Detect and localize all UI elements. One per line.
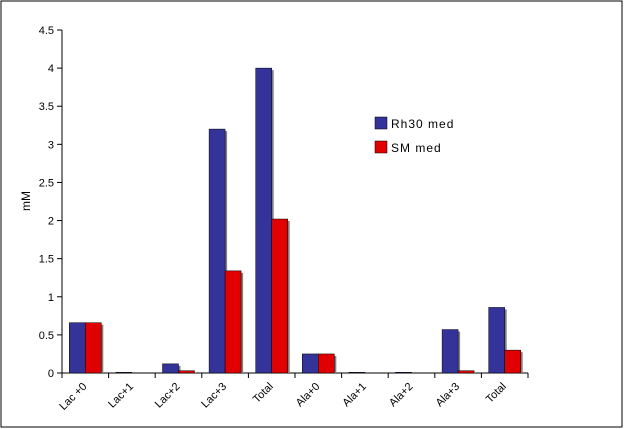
bar-sm-med <box>504 349 521 374</box>
bar-sm-med <box>224 270 242 374</box>
bar-rh30-med <box>302 353 319 374</box>
bar-rh30-med <box>441 329 459 374</box>
legend-label: Rh30 med <box>391 117 454 131</box>
legend: Rh30 med SM med <box>374 116 454 155</box>
bar-rh30-med <box>255 67 272 374</box>
bar-rh30-med <box>69 322 86 374</box>
y-axis-label: mM <box>19 191 33 211</box>
y-tick-label: 4.5 <box>39 25 54 37</box>
y-tick-label: 1 <box>48 292 54 304</box>
bar-rh30-med <box>208 128 226 374</box>
bar-sm-med <box>318 353 335 374</box>
bar-rh30-med <box>488 307 505 374</box>
y-tick-label: 2.5 <box>39 177 54 189</box>
bar-rh30-med <box>395 371 412 374</box>
bar-sm-med <box>457 370 475 374</box>
bar-rh30-med <box>115 371 133 374</box>
legend-swatch <box>374 116 388 130</box>
legend-swatch <box>374 140 388 154</box>
y-tick-label: 4 <box>48 63 54 75</box>
bar-sm-med <box>85 322 102 374</box>
y-tick-label: 3.5 <box>39 101 54 113</box>
bar-sm-med <box>271 218 288 374</box>
y-tick-label: 0.5 <box>39 330 54 342</box>
bar-rh30-med <box>162 363 179 374</box>
y-tick-label: 1.5 <box>39 254 54 266</box>
y-tick-label: 0 <box>48 368 54 380</box>
y-tick-label: 2 <box>48 216 54 228</box>
legend-label: SM med <box>391 141 442 155</box>
y-tick-label: 3 <box>48 139 54 151</box>
bar-sm-med <box>178 370 195 374</box>
bar-rh30-med <box>348 371 366 374</box>
